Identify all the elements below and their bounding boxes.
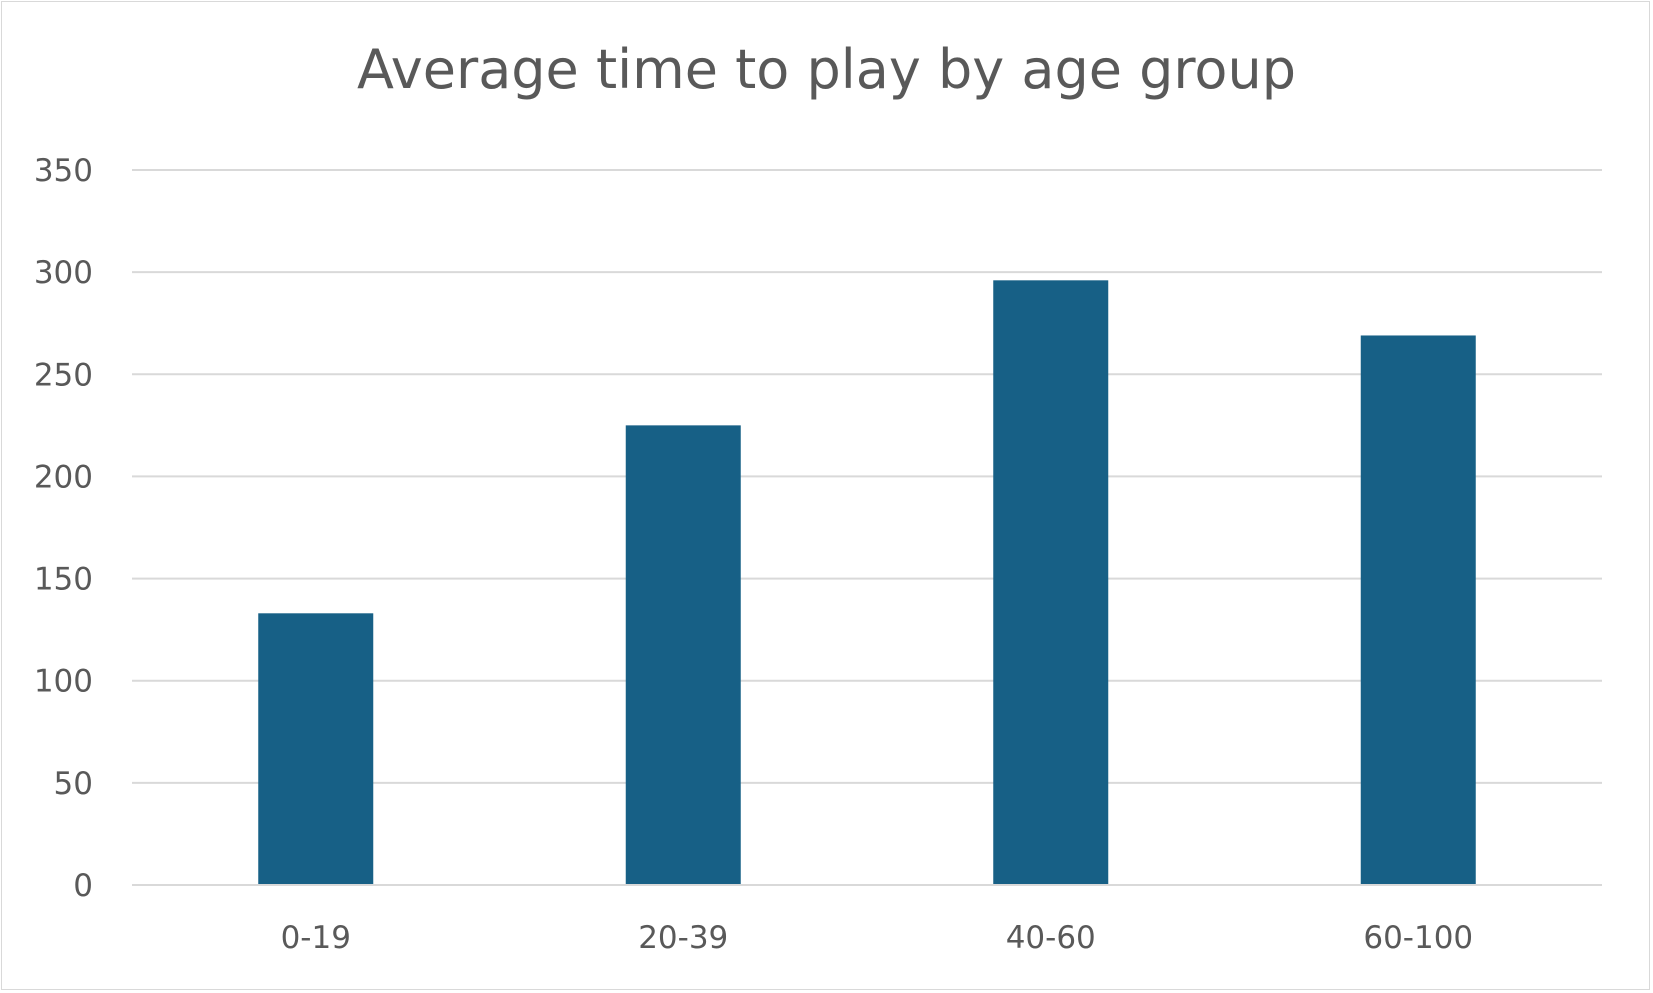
bar-0-19 — [258, 613, 374, 885]
x-tick-label: 60-100 — [1363, 920, 1473, 956]
y-axis-ticks: 0 50 100 150 200 250 300 350 — [34, 153, 93, 904]
y-tick-label: 150 — [34, 562, 93, 598]
y-tick-label: 250 — [34, 357, 93, 393]
bar-20-39 — [625, 425, 741, 885]
y-tick-label: 0 — [73, 868, 93, 904]
bar-60-100 — [1360, 335, 1476, 885]
x-tick-label: 40-60 — [1006, 920, 1096, 956]
bars — [132, 280, 1602, 886]
x-tick-label: 20-39 — [638, 920, 728, 956]
x-axis-ticks: 0-19 20-39 40-60 60-100 — [281, 920, 1474, 956]
y-tick-label: 350 — [34, 153, 93, 189]
y-tick-label: 300 — [34, 255, 93, 291]
y-tick-label: 50 — [54, 766, 93, 802]
gridlines — [132, 169, 1602, 886]
y-tick-label: 100 — [34, 664, 93, 700]
y-tick-label: 200 — [34, 459, 93, 495]
bar-40-60 — [993, 280, 1109, 885]
chart-title: Average time to play by age group — [357, 38, 1296, 101]
x-tick-label: 0-19 — [281, 920, 351, 956]
